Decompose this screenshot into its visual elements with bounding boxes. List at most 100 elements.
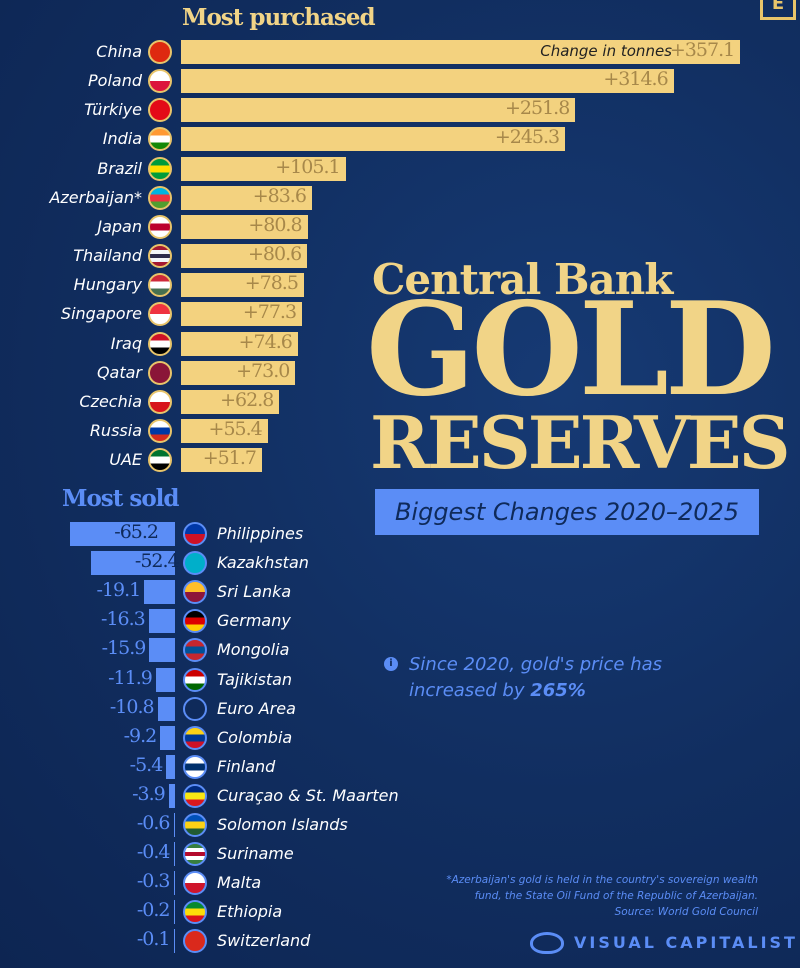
data-label: -52.4 [134, 550, 180, 573]
source-text: Source: World Gold Council [614, 906, 758, 918]
country-flag-icon [148, 40, 172, 64]
country-flag-icon [148, 302, 172, 327]
country-flag-icon [183, 900, 207, 925]
price-note-highlight: 265% [530, 680, 586, 701]
country-label: Japan [97, 216, 142, 236]
bar [160, 725, 175, 750]
country-label: Tajikistan [217, 669, 293, 689]
country-label: Euro Area [217, 698, 296, 718]
country-label: Philippines [217, 524, 304, 543]
bar [173, 871, 175, 896]
bar [181, 156, 346, 181]
bar [173, 929, 175, 954]
footnote-line-1: *Azerbaijan's gold is held in the countr… [446, 874, 758, 886]
country-flag-icon [148, 360, 172, 385]
country-flag-icon [183, 754, 207, 779]
data-label: +357.1 [669, 39, 735, 61]
bar [181, 214, 308, 239]
data-label: +62.8 [220, 388, 274, 411]
data-label: +78.5 [244, 272, 299, 295]
country-flag-icon [148, 98, 172, 123]
bar [181, 69, 674, 94]
bar [173, 900, 175, 925]
bar [181, 418, 268, 443]
country-label: Poland [88, 71, 142, 91]
country-label: India [102, 129, 142, 149]
country-flag-icon [148, 389, 172, 414]
bar [181, 331, 298, 356]
bar [168, 783, 175, 808]
bar [181, 448, 262, 473]
country-flag-icon [183, 580, 207, 605]
bar [70, 522, 175, 546]
data-label: -11.9 [108, 666, 153, 689]
data-label: -16.3 [101, 608, 146, 631]
country-flag-icon [183, 783, 207, 808]
title-line-3: RESERVES [370, 400, 791, 485]
country-label: Colombia [217, 727, 293, 747]
bar [181, 185, 312, 210]
country-flag-icon [183, 842, 207, 867]
country-label: UAE [109, 450, 142, 470]
data-label: -0.4 [136, 841, 171, 864]
bar [173, 813, 175, 837]
bar [166, 754, 175, 779]
data-label: +51.7 [202, 447, 257, 470]
country-label: Ethiopia [217, 902, 283, 922]
data-label: -0.1 [136, 928, 171, 951]
country-label: Azerbaijan* [49, 187, 142, 207]
country-label: Sri Lanka [217, 582, 292, 602]
footnote: *Azerbaijan's gold is held in the countr… [446, 872, 758, 920]
data-label: -65.2 [114, 521, 159, 543]
bar [181, 40, 741, 64]
country-flag-icon [148, 69, 172, 94]
data-label: +77.3 [242, 301, 297, 324]
country-flag-icon [183, 609, 207, 634]
country-label: Germany [217, 611, 291, 631]
visual-capitalist-logo-icon [530, 932, 564, 954]
most-sold-title: Most sold [62, 485, 179, 512]
data-label: -19.1 [96, 579, 142, 602]
bar [181, 127, 566, 152]
bar [181, 273, 304, 298]
country-label: Switzerland [217, 931, 311, 951]
bar [173, 842, 175, 867]
country-flag-icon [148, 331, 172, 356]
title-line-1: Central Bank [372, 255, 673, 304]
country-label: Kazakhstan [217, 553, 309, 573]
bar [90, 551, 175, 576]
country-flag-icon [148, 185, 172, 210]
subtitle-box: Biggest Changes 2020–2025 [375, 489, 759, 535]
data-label: -0.3 [136, 870, 171, 893]
country-label: Brazil [97, 158, 142, 178]
country-label: Curaçao & St. Maarten [217, 785, 399, 805]
bar [155, 667, 175, 692]
country-label: China [96, 42, 142, 61]
data-label: -0.2 [136, 899, 171, 922]
country-flag-icon [183, 522, 207, 546]
price-note: Since 2020, gold's price has increased b… [409, 652, 669, 704]
country-label: Finland [217, 756, 276, 776]
country-flag-icon [148, 127, 172, 152]
most-purchased-title: Most purchased [182, 4, 376, 31]
country-flag-icon [183, 813, 207, 837]
data-label: +83.6 [252, 184, 307, 207]
data-label: +314.6 [603, 68, 668, 91]
country-flag-icon [183, 696, 207, 721]
country-flag-icon [183, 667, 207, 692]
corner-logo: E [760, 0, 796, 20]
data-label: -15.9 [101, 637, 147, 660]
country-label: Malta [217, 873, 262, 893]
country-label: Iraq [110, 333, 142, 353]
data-label: -9.2 [123, 724, 158, 747]
country-flag-icon [183, 725, 207, 750]
country-label: Hungary [73, 275, 142, 295]
country-flag-icon [183, 638, 207, 663]
data-label: +245.3 [494, 126, 560, 149]
data-label: +80.6 [248, 243, 302, 266]
bar [181, 302, 303, 327]
data-label: -5.4 [129, 753, 164, 776]
country-flag-icon [148, 156, 172, 181]
country-flag-icon [148, 448, 172, 473]
data-label: +80.8 [248, 213, 302, 236]
